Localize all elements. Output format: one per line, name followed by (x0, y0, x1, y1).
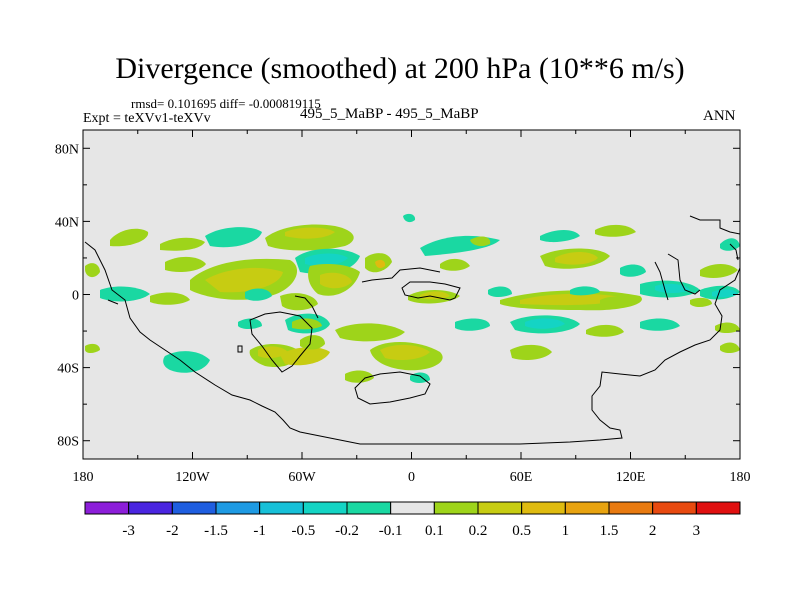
contour-blob (440, 258, 470, 271)
colorbar-level-label: 0.2 (469, 523, 488, 539)
colorbar-level-label: -2 (166, 523, 179, 539)
colorbar-level-label: 3 (693, 523, 701, 539)
case-names: 495_5_MaBP - 495_5_MaBP (300, 106, 479, 122)
contour-blob (335, 323, 405, 342)
contour-blob (160, 237, 205, 251)
contour-blob (380, 344, 430, 360)
contour-blob (403, 213, 416, 223)
colorbar (84, 501, 741, 515)
colorbar-swatch (259, 501, 304, 515)
colorbar-swatch (433, 501, 479, 515)
axis-ticks (82, 130, 741, 459)
contour-blob (238, 318, 262, 329)
contour-blob (470, 236, 491, 247)
contour-blob (540, 230, 580, 243)
contour-blob (525, 318, 565, 329)
colorbar-level-label: -3 (122, 523, 135, 539)
contour-blob (245, 288, 272, 301)
colorbar-swatch (84, 501, 130, 515)
colorbar-level-label: 1 (562, 523, 570, 539)
contour-blob (510, 344, 552, 360)
contour-blob (570, 286, 600, 296)
contour-blob (640, 318, 680, 331)
contour-blob (690, 297, 712, 307)
experiment-label: Expt = teXVv1-teXVv (83, 111, 211, 126)
colorbar-level-label: -0.2 (335, 523, 359, 539)
contour-blob (488, 286, 512, 297)
contour-blob (595, 224, 636, 237)
contour-blob (305, 253, 348, 266)
contour-blob (600, 296, 632, 307)
colorbar-swatch (215, 501, 261, 515)
colorbar-swatch (346, 501, 392, 515)
y-tick-label: 40S (57, 362, 79, 377)
axis-tick-labels: 180 120W 60W 0 60E 120E 180 80N 40N 0 40S 80S (55, 142, 751, 485)
y-tick-label: 0 (72, 289, 79, 304)
colorbar-swatch (695, 501, 741, 515)
contour-blob (110, 228, 149, 247)
colorbar-swatch (477, 501, 523, 515)
contour-blob (520, 293, 625, 306)
colorbar-swatch (171, 501, 217, 515)
x-tick-label: 60W (288, 470, 316, 485)
continent-outlines (84, 215, 741, 445)
x-tick-label: 120E (616, 470, 646, 485)
contour-blob (455, 318, 490, 331)
colorbar-labels: -3 -2 -1.5 -1 -0.5 -0.2 -0.1 0.1 0.2 0.5 1 1.5 2 3 (122, 523, 700, 539)
y-tick-label: 40N (55, 215, 79, 230)
x-tick-label: 0 (408, 470, 415, 485)
contour-blob (285, 227, 335, 239)
x-tick-label: 120W (175, 470, 210, 485)
colorbar-swatch (564, 501, 610, 515)
contour-blob (700, 264, 738, 278)
colorbar-swatch (128, 501, 173, 515)
contour-blob (280, 293, 318, 311)
colorbar-level-label: -0.1 (379, 523, 403, 539)
contour-blob (85, 263, 100, 278)
colorbar-swatch (652, 501, 697, 515)
colorbar-level-label: -0.5 (291, 523, 315, 539)
colorbar-swatch (521, 501, 566, 515)
contour-blob (280, 347, 330, 366)
colorbar-swatch (608, 501, 654, 515)
contour-blob (150, 292, 190, 305)
x-tick-label: 180 (73, 470, 94, 485)
contour-blob (85, 343, 100, 353)
colorbar-level-label: -1.5 (204, 523, 228, 539)
contour-blob (165, 256, 206, 272)
colorbar-level-label: 1.5 (600, 523, 619, 539)
x-tick-label: 60E (510, 470, 533, 485)
season-label: ANN (703, 108, 736, 124)
contour-blob (292, 318, 322, 330)
colorbar-swatch (302, 501, 348, 515)
contour-blob (375, 259, 386, 269)
colorbar-swatch (390, 501, 435, 515)
contour-blob (205, 227, 262, 248)
contour-blob (345, 370, 374, 383)
x-tick-label: 180 (730, 470, 751, 485)
colorbar-level-label: 0.5 (512, 523, 531, 539)
contour-blob (300, 335, 325, 350)
contour-blob (420, 291, 450, 300)
colorbar-level-label: 2 (649, 523, 657, 539)
stats-text: rmsd= 0.101695 diff= -0.000819115 (131, 96, 321, 111)
contour-blob (620, 264, 646, 277)
y-tick-label: 80S (57, 435, 79, 450)
contour-blob (720, 342, 740, 353)
contour-blob (586, 324, 624, 337)
contour-blob (320, 272, 352, 289)
y-tick-label: 80N (55, 142, 79, 157)
colorbar-level-label: -1 (253, 523, 266, 539)
plot-title: Divergence (smoothed) at 200 hPa (10**6 … (115, 52, 685, 85)
colorbar-level-label: 0.1 (425, 523, 444, 539)
contour-blob (205, 267, 283, 293)
contour-blob (555, 252, 598, 265)
contour-blob (715, 322, 740, 333)
